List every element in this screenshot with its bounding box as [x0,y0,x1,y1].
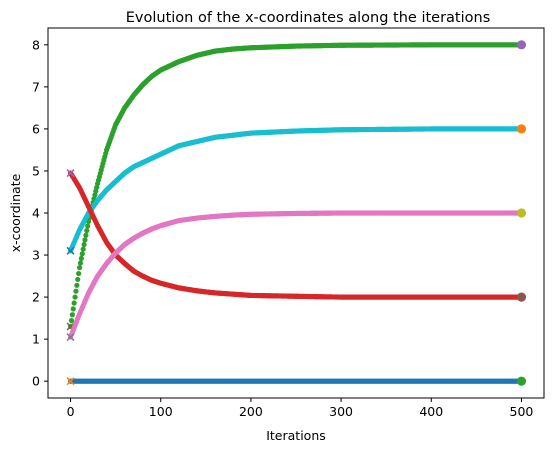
series-1-point [79,251,85,257]
series-1-point [74,282,80,288]
series-1-point [71,300,77,306]
y-tick-label: 7 [32,79,40,94]
series-1-point [83,232,89,238]
series-1-point [75,276,81,283]
series-4 [66,208,527,342]
y-tick-label: 5 [32,163,40,178]
x-tick-label: 100 [149,404,173,419]
y-tick-label: 1 [32,332,40,347]
series-1-point [82,237,88,243]
series-1-point [84,228,90,234]
series-3-end-marker [516,292,527,302]
y-tick-label: 4 [32,206,40,221]
series-2 [66,124,527,255]
series-1 [66,40,527,331]
series-1-point [69,312,75,318]
series-4-end-marker [516,208,527,218]
chart-title: Evolution of the x-coordinates along the… [126,10,491,26]
axes-layer: 0 100 200 300 400 500 0 1 2 3 4 5 6 7 8 [32,37,533,419]
x-tick-label: 0 [67,404,75,419]
y-tick-label: 3 [32,248,40,263]
x-axis-label: Iterations [266,428,326,443]
series-1-point [85,223,91,229]
series-2-end-marker [516,124,527,134]
series-1-point [72,294,78,300]
series-1-point [77,260,84,266]
series-1-point [73,288,79,294]
series-1-point [80,246,86,252]
y-axis-label: x-coordinate [8,173,23,252]
series-0 [66,376,527,386]
data-layer [66,40,527,386]
series-0-start-marker [66,377,75,386]
series-4-start-marker [66,333,75,342]
x-tick-label: 500 [510,404,534,419]
series-2-start-marker [66,246,75,255]
y-tick-label: 8 [32,37,40,52]
series-1-point [68,318,75,324]
series-3 [66,169,527,302]
series-1-point [78,255,84,262]
series-1-point [70,306,76,312]
x-tick-label: 300 [329,404,353,419]
series-1-end-marker [516,40,527,50]
x-tick-label: 400 [419,404,443,419]
series-1-point [81,241,87,248]
series-3-start-marker [66,169,75,178]
series-1-point [76,265,83,271]
y-tick-label: 0 [32,374,40,389]
series-0-end-marker [516,376,527,386]
x-tick-label: 200 [239,404,263,419]
y-tick-label: 2 [32,290,40,305]
series-1-point [76,270,82,277]
y-tick-label: 6 [32,121,40,136]
